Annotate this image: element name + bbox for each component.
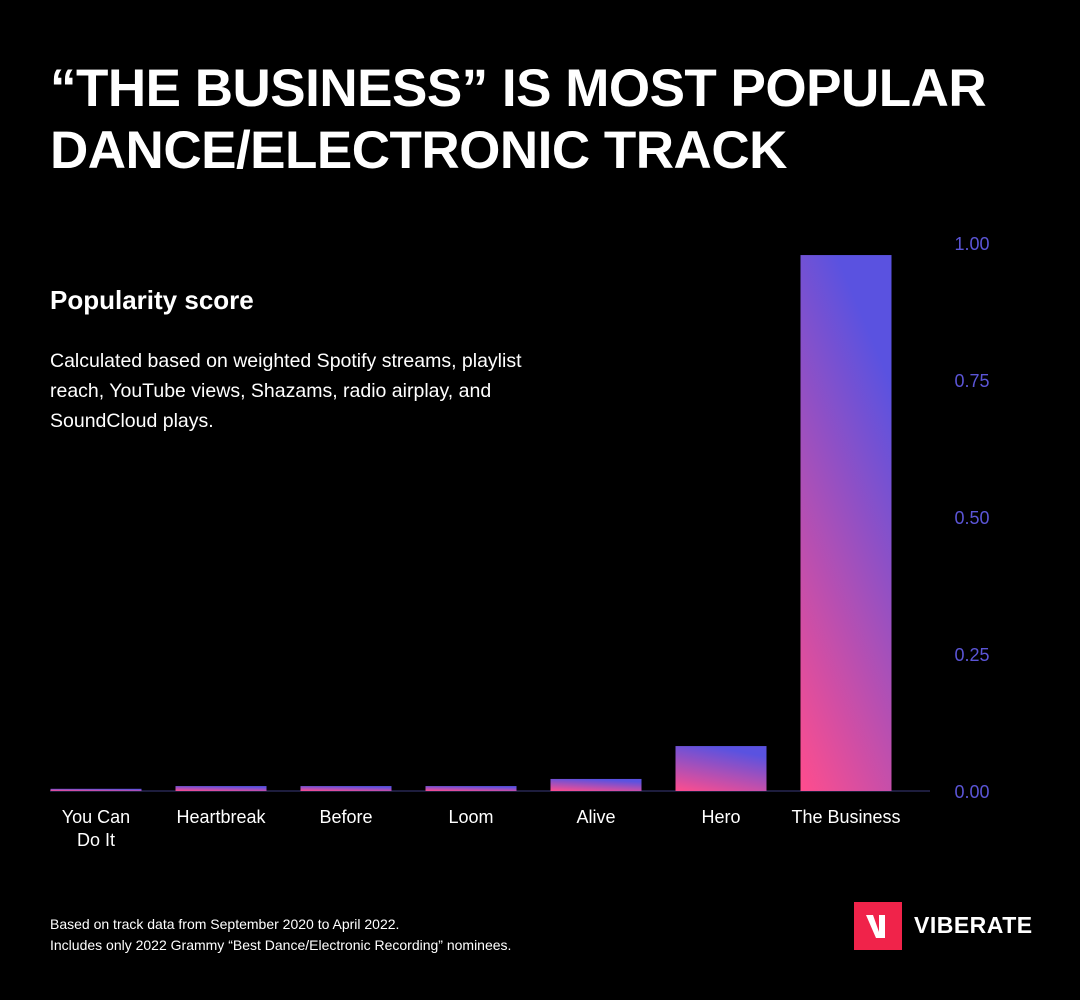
bar xyxy=(50,788,142,791)
bar xyxy=(675,746,767,791)
x-tick-label: Alive xyxy=(576,807,615,827)
y-tick-label: 0.75 xyxy=(954,371,989,391)
y-tick-label: 0.00 xyxy=(954,782,989,802)
y-tick-label: 1.00 xyxy=(954,234,989,254)
y-tick-label: 0.25 xyxy=(954,645,989,665)
footnote-line: Includes only 2022 Grammy “Best Dance/El… xyxy=(50,937,512,953)
bar xyxy=(175,786,267,791)
bar xyxy=(550,778,642,791)
x-tick-label: Hero xyxy=(701,807,740,827)
x-tick-label: You Can xyxy=(62,807,130,827)
x-tick-label: Before xyxy=(319,807,372,827)
x-tick-label: Loom xyxy=(448,807,493,827)
x-tick-label: Heartbreak xyxy=(176,807,266,827)
viberate-logo-text: VIBERATE xyxy=(914,912,1033,938)
footnote-line: Based on track data from September 2020 … xyxy=(50,916,400,932)
bar xyxy=(800,255,892,791)
bar xyxy=(425,786,517,791)
bar xyxy=(300,786,392,791)
viberate-logo-mark xyxy=(854,902,902,950)
chart-title: “THE BUSINESS” IS MOST POPULAR DANCE/ELE… xyxy=(50,59,987,180)
y-tick-label: 0.50 xyxy=(954,508,989,528)
x-tick-label: Do It xyxy=(77,830,115,850)
chart-subtitle: Popularity score xyxy=(50,285,254,315)
chart-description: Calculated based on weighted Spotify str… xyxy=(50,350,522,432)
x-tick-label: The Business xyxy=(791,807,900,827)
footnote: Based on track data from September 2020 … xyxy=(50,914,511,956)
